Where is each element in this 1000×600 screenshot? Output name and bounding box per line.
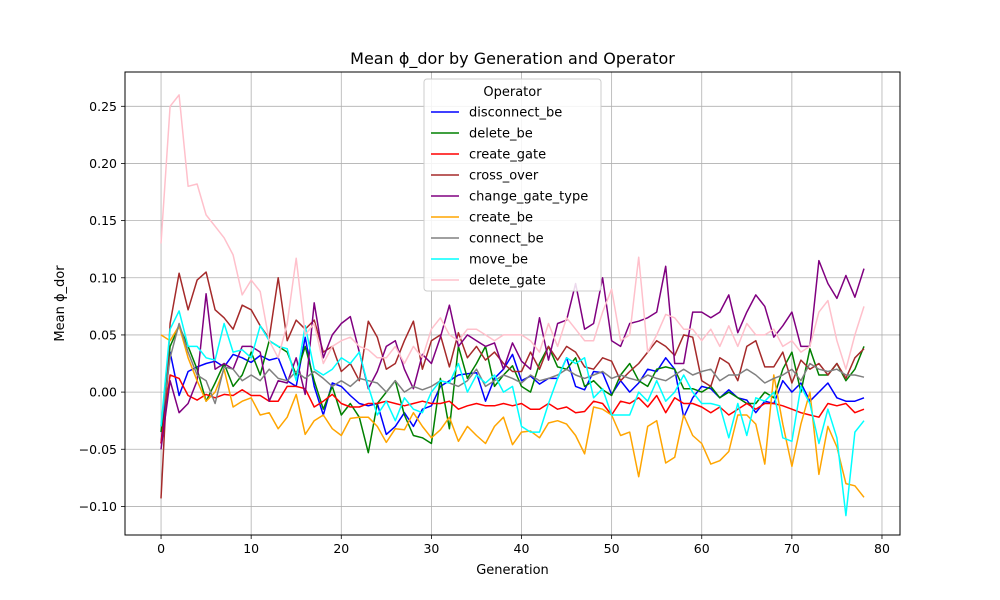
series-line-change-gate-type (160, 259, 865, 450)
y-tick-label: 0.00 (89, 385, 117, 400)
y-tick-label: −0.10 (79, 499, 117, 514)
series-line-cross-over (160, 271, 865, 499)
x-tick-label: 70 (784, 541, 800, 556)
plot-frame (124, 71, 901, 536)
series-lines (160, 94, 865, 517)
y-axis-title: Mean ϕ_dor (53, 265, 68, 342)
x-tick-label: 20 (333, 541, 349, 556)
series-line-create-be (160, 325, 865, 498)
axis-ticks: 0 10 20 30 40 50 60 70 80 −0.10 −0.05 0.00 0.05 0.10 0… (79, 99, 890, 556)
legend-label-connect-be: connect_be (469, 232, 544, 247)
x-tick-label: 50 (604, 541, 620, 556)
x-tick-label: 60 (694, 541, 710, 556)
series-line-create-gate (160, 374, 865, 444)
legend-label-create-gate: create_gate (469, 148, 546, 163)
series-line-delete-gate (160, 94, 865, 370)
legend-title: Operator (483, 85, 542, 100)
series-line-connect-be (160, 322, 865, 427)
x-axis-title: Generation (476, 563, 549, 578)
x-tick-label: 10 (243, 541, 259, 556)
y-tick-label: 0.20 (89, 156, 117, 171)
legend-label-move-be: move_be (469, 253, 528, 268)
legend-label-cross-over: cross_over (469, 169, 539, 184)
series-line-move-be (160, 310, 865, 517)
y-tick-label: 0.25 (89, 99, 117, 114)
x-tick-label: 80 (874, 541, 890, 556)
x-tick-label: 40 (514, 541, 530, 556)
legend-label-disconnect-be: disconnect_be (469, 106, 562, 121)
chart-title: Mean ϕ_dor by Generation and Operator (350, 49, 675, 69)
y-tick-label: −0.05 (79, 442, 117, 457)
legend-label-change-gate-type: change_gate_type (469, 190, 588, 205)
x-tick-label: 0 (157, 541, 165, 556)
legend-items: disconnect_be delete_be create_gate cross_o… (431, 106, 588, 289)
y-tick-label: 0.05 (89, 327, 117, 342)
legend-label-delete-be: delete_be (469, 127, 533, 142)
legend-box (423, 78, 602, 292)
legend: Operator disconnect_be delete_be create_ga… (423, 78, 602, 292)
x-tick-label: 30 (423, 541, 439, 556)
y-tick-label: 0.10 (89, 270, 117, 285)
y-tick-label: 0.15 (89, 213, 117, 228)
legend-label-delete-gate: delete_gate (469, 274, 546, 289)
legend-label-create-be: create_be (469, 211, 533, 226)
